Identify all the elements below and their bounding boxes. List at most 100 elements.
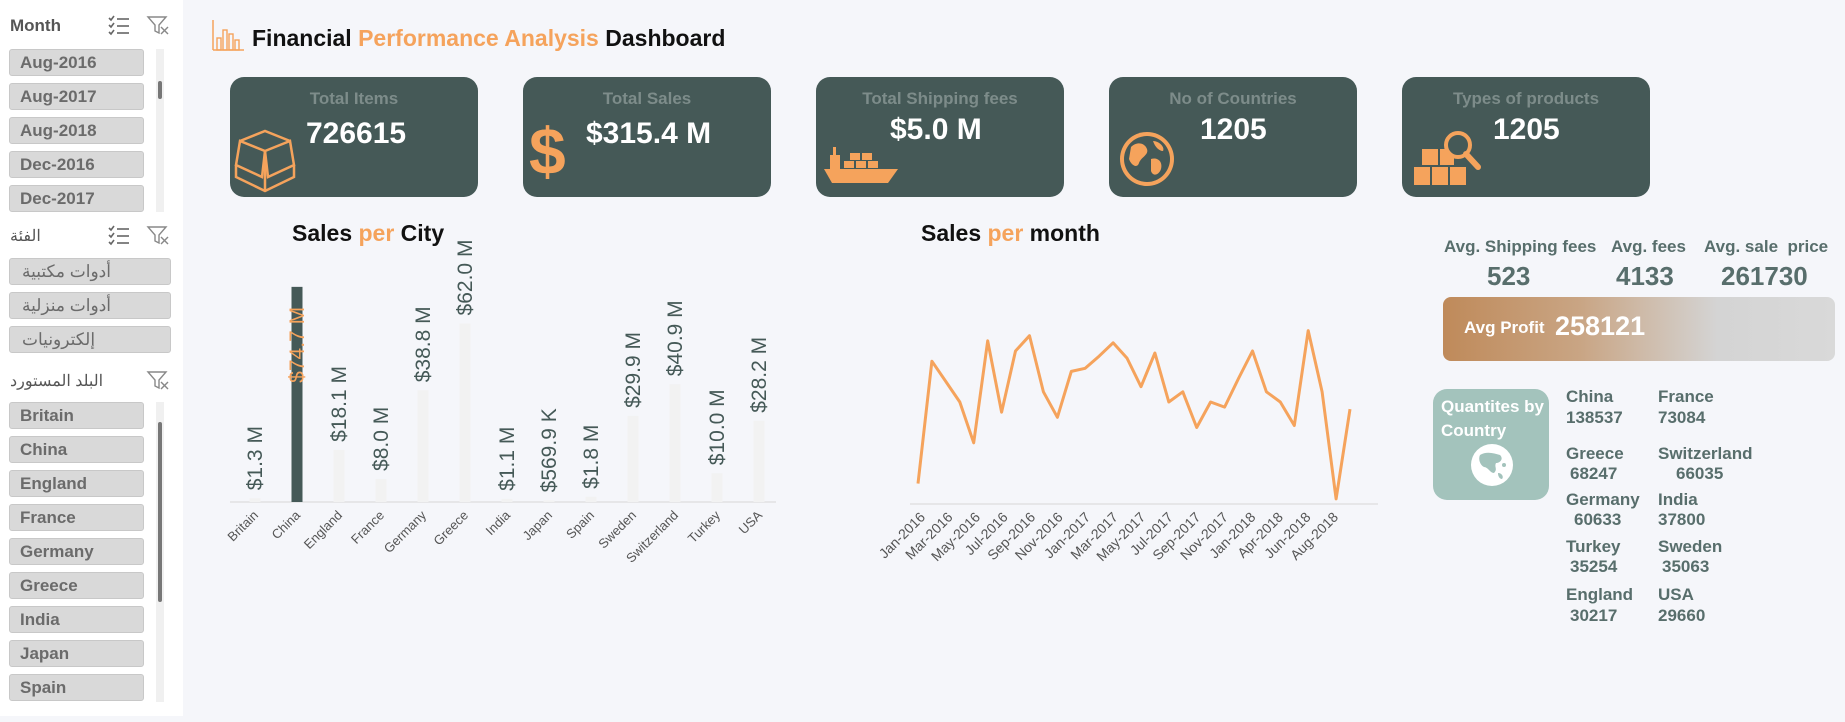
x-tick-label: Germany	[381, 507, 430, 556]
country-item[interactable]: Britain	[9, 402, 144, 429]
line-title-accent: per	[987, 220, 1024, 246]
sales-line	[916, 329, 1352, 501]
ship-icon	[824, 147, 898, 183]
country-name: Switzerland	[1658, 444, 1753, 463]
data-label: $29.9 M	[622, 332, 645, 408]
category-item-label: أدوات منزلية	[22, 296, 111, 315]
country-item[interactable]: Greece	[9, 572, 144, 599]
country-item[interactable]: India	[9, 606, 144, 633]
products-search-icon	[1414, 131, 1481, 185]
country-item[interactable]: Germany	[9, 538, 144, 565]
month-item[interactable]: Aug-2017	[9, 83, 144, 110]
clear-filter-icon[interactable]	[146, 14, 170, 36]
bar-chart-title: Sales per City	[292, 220, 444, 247]
country-scroll-thumb[interactable]	[158, 422, 162, 602]
bar	[753, 420, 765, 502]
country-qty: 68247	[1570, 464, 1618, 483]
country-name: China	[1566, 387, 1614, 406]
country-qty: 35063	[1662, 557, 1710, 576]
x-tick-label: India	[483, 507, 514, 538]
data-label: $62.0 M	[454, 240, 477, 315]
avg-profit-value: 258121	[1555, 311, 1646, 341]
bar-title-part-3: City	[394, 220, 445, 246]
country-scrollbar[interactable]	[156, 402, 164, 702]
sales-per-month-chart: Jan-2016Mar-2016May-2016Jul-2016Sep-2016…	[876, 329, 1378, 564]
bar	[417, 390, 429, 502]
country-item[interactable]: France	[9, 504, 144, 531]
country-item[interactable]: China	[9, 436, 144, 463]
month-scroll-thumb[interactable]	[158, 81, 162, 99]
kpi-label: Types of products	[1452, 89, 1600, 108]
kpi-value: $5.0 M	[890, 113, 982, 146]
x-tick-label: France	[348, 508, 387, 547]
kpi-label: No of Countries	[1169, 89, 1297, 108]
month-item[interactable]: Dec-2016	[9, 151, 144, 178]
month-scrollbar[interactable]	[156, 49, 164, 212]
globe-icon	[1120, 132, 1174, 186]
x-tick-label: China	[268, 507, 303, 542]
category-item[interactable]: أدوات مكتبية	[9, 258, 171, 285]
bar	[375, 478, 387, 502]
month-item[interactable]: Aug-2018	[9, 117, 144, 144]
country-name: France	[1658, 387, 1714, 406]
kpi-card-countries: No of Countries 1205	[1109, 77, 1357, 197]
country-item[interactable]: England	[9, 470, 144, 497]
bar	[669, 384, 681, 502]
bar-title-accent: per	[358, 220, 395, 246]
country-qty: 29660	[1658, 606, 1706, 625]
country-qty: 66035	[1676, 464, 1724, 483]
multi-select-icon[interactable]	[107, 224, 131, 246]
country-name: England	[1566, 585, 1634, 604]
kpi-label: Total Shipping fees	[862, 89, 1018, 108]
clear-filter-icon[interactable]	[146, 224, 170, 246]
country-item[interactable]: Spain	[9, 674, 144, 701]
bar	[249, 498, 261, 502]
month-item[interactable]: Dec-2017	[9, 185, 144, 212]
data-label: $569.9 K	[538, 408, 561, 492]
kpi-card-total-shipping: Total Shipping fees $5.0 M	[816, 77, 1064, 197]
data-label: $28.2 M	[748, 337, 771, 413]
category-item[interactable]: إلكترونيات	[9, 326, 171, 353]
x-tick-label: USA	[736, 507, 766, 537]
bar	[333, 449, 345, 502]
country-qty: 35254	[1570, 557, 1618, 576]
category-item-label: إلكترونيات	[22, 330, 96, 349]
category-slicer-header: الفئة	[0, 220, 180, 250]
avg-fees-value: 4133	[1616, 261, 1674, 291]
bar	[543, 500, 555, 502]
line-title-part-1: Sales	[921, 220, 988, 246]
country-name: Sweden	[1658, 537, 1723, 556]
bar	[711, 473, 723, 502]
x-tick-label: England	[301, 508, 345, 552]
data-label: $1.8 M	[580, 425, 603, 489]
avg-sale-price-value: 261730	[1721, 261, 1808, 291]
month-slicer-title: Month	[10, 16, 61, 35]
country-qty: 60633	[1574, 510, 1622, 529]
quantities-by-country-card: Quantites by Country	[1433, 389, 1549, 500]
title-part-accent: Performance Analysis	[358, 25, 599, 51]
quantities-label: Quantites by Country	[1441, 397, 1544, 440]
box-icon	[234, 129, 296, 193]
country-name: USA	[1658, 585, 1694, 604]
data-label: $10.0 M	[706, 389, 729, 465]
country-item[interactable]: Japan	[9, 640, 144, 667]
kpi-card-total-sales: Total Sales $315.4 M $	[523, 77, 771, 197]
asia-globe-icon	[1471, 444, 1513, 486]
sales-per-city-chart: $1.3 M Britain $74.7 M China $18.1 M England $…	[224, 240, 776, 566]
title-part-3: Dashboard	[598, 25, 726, 51]
category-item[interactable]: أدوات منزلية	[9, 292, 171, 319]
kpi-card-total-items: Total Items 726615	[230, 77, 478, 197]
clear-filter-icon[interactable]	[146, 369, 170, 391]
multi-select-icon[interactable]	[107, 14, 131, 36]
category-item-label: أدوات مكتبية	[22, 262, 111, 281]
country-slicer-header: البلد المستورد	[0, 365, 180, 395]
kpi-value: $315.4 M	[586, 117, 712, 150]
avg-sale-price-label: Avg. sale price	[1704, 237, 1829, 256]
country-qty: 37800	[1658, 510, 1706, 529]
data-label: $38.8 M	[412, 306, 435, 382]
country-qty: 30217	[1570, 606, 1618, 625]
bar	[501, 498, 513, 502]
month-item[interactable]: Aug-2016	[9, 49, 144, 76]
month-slicer-header: Month	[0, 10, 180, 40]
data-label: $74.7 M	[286, 307, 309, 383]
